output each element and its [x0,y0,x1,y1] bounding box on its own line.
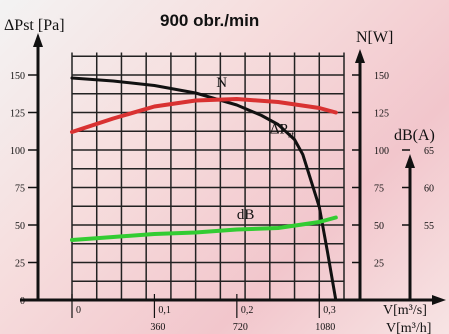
left-tick-label: 125 [10,109,25,120]
chart-title: 900 obr./min [160,11,259,30]
power-tick-label: 25 [374,259,384,270]
power-tick-label: 125 [374,109,389,120]
x-secondary-tick-label: 720 [233,322,248,333]
x-tick-label: 0 [76,305,81,316]
x-tick-label: 0,2 [241,305,254,316]
left-tick-label: 25 [15,259,25,270]
left-axis-label: ΔPst [Pa] [4,17,65,34]
plot-grid [71,52,345,300]
series-line-db [70,215,338,242]
series-label: N [216,75,227,91]
series-label: ΔPst [270,122,295,140]
power-tick-label: 75 [374,184,384,195]
db-tick-label: 65 [424,146,434,157]
x-secondary-tick-label: 360 [150,322,165,333]
series-label: dB [237,207,255,223]
db-tick-label: 55 [424,221,434,232]
series-labels: ΔPst NdB [216,75,294,223]
left-tick-label: 50 [15,221,25,232]
x-tick-label: 0,3 [323,305,336,316]
power-tick-label: 50 [374,221,384,232]
left-axis [33,33,43,300]
x-axis-label-secondary: V[m³/h] [386,321,431,334]
x-tick-label: 0,1 [158,305,171,316]
left-tick-label: 100 [10,146,25,157]
right-axis-power-label: N[W] [356,29,393,46]
series-line-pst [70,76,338,302]
series-line-n [70,97,338,134]
right-axis-power [355,49,365,300]
left-tick-label: 0 [20,296,25,307]
x-secondary-tick-label: 1080 [315,322,335,333]
series-lines [70,76,338,302]
x-axis-label: V[m³/s] [383,303,427,318]
power-tick-label: 150 [374,71,389,82]
tick-labels: 0 25 50 75 100 125 150 25 50 75 100 125 150 55 60 65 0 0,… [10,71,434,333]
right-axis-db-label: dB(A) [394,127,435,144]
left-tick-label: 150 [10,71,25,82]
right-axis-db [405,154,415,300]
db-tick-label: 60 [424,184,434,195]
power-tick-label: 100 [374,146,389,157]
x-axis [20,295,446,305]
left-tick-label: 75 [15,184,25,195]
